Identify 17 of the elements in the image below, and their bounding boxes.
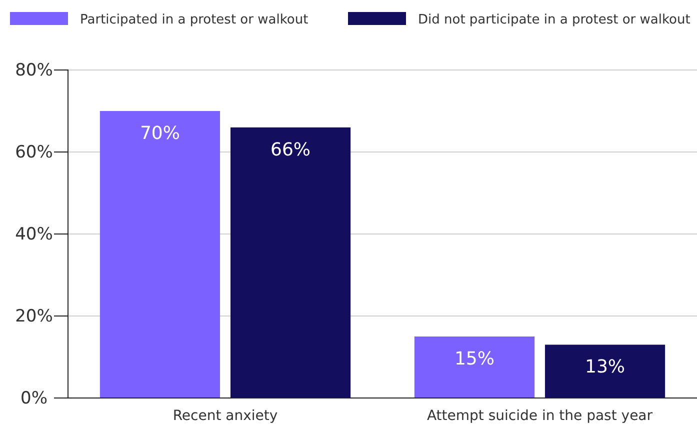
bar <box>414 336 535 398</box>
y-tick-label: 60% <box>15 142 53 162</box>
x-tick-label: Recent anxiety <box>172 408 278 424</box>
data-label: 66% <box>270 139 311 160</box>
bar <box>100 111 220 398</box>
data-label: 13% <box>585 356 626 378</box>
y-tick-label: 80% <box>15 60 53 80</box>
y-tick-label: 0% <box>20 388 48 408</box>
legend-label: Participated in a protest or walkout <box>80 12 308 28</box>
y-tick-label: 20% <box>15 306 53 326</box>
bar <box>544 344 666 398</box>
data-label: 70% <box>140 123 180 144</box>
bar <box>230 127 351 398</box>
data-label: 15% <box>454 348 494 370</box>
y-tick-label: 40% <box>15 224 53 244</box>
x-tick-label: Attempt suicide in the past year <box>426 408 653 424</box>
legend-label: Did not participate in a protest or walkout <box>418 12 690 28</box>
